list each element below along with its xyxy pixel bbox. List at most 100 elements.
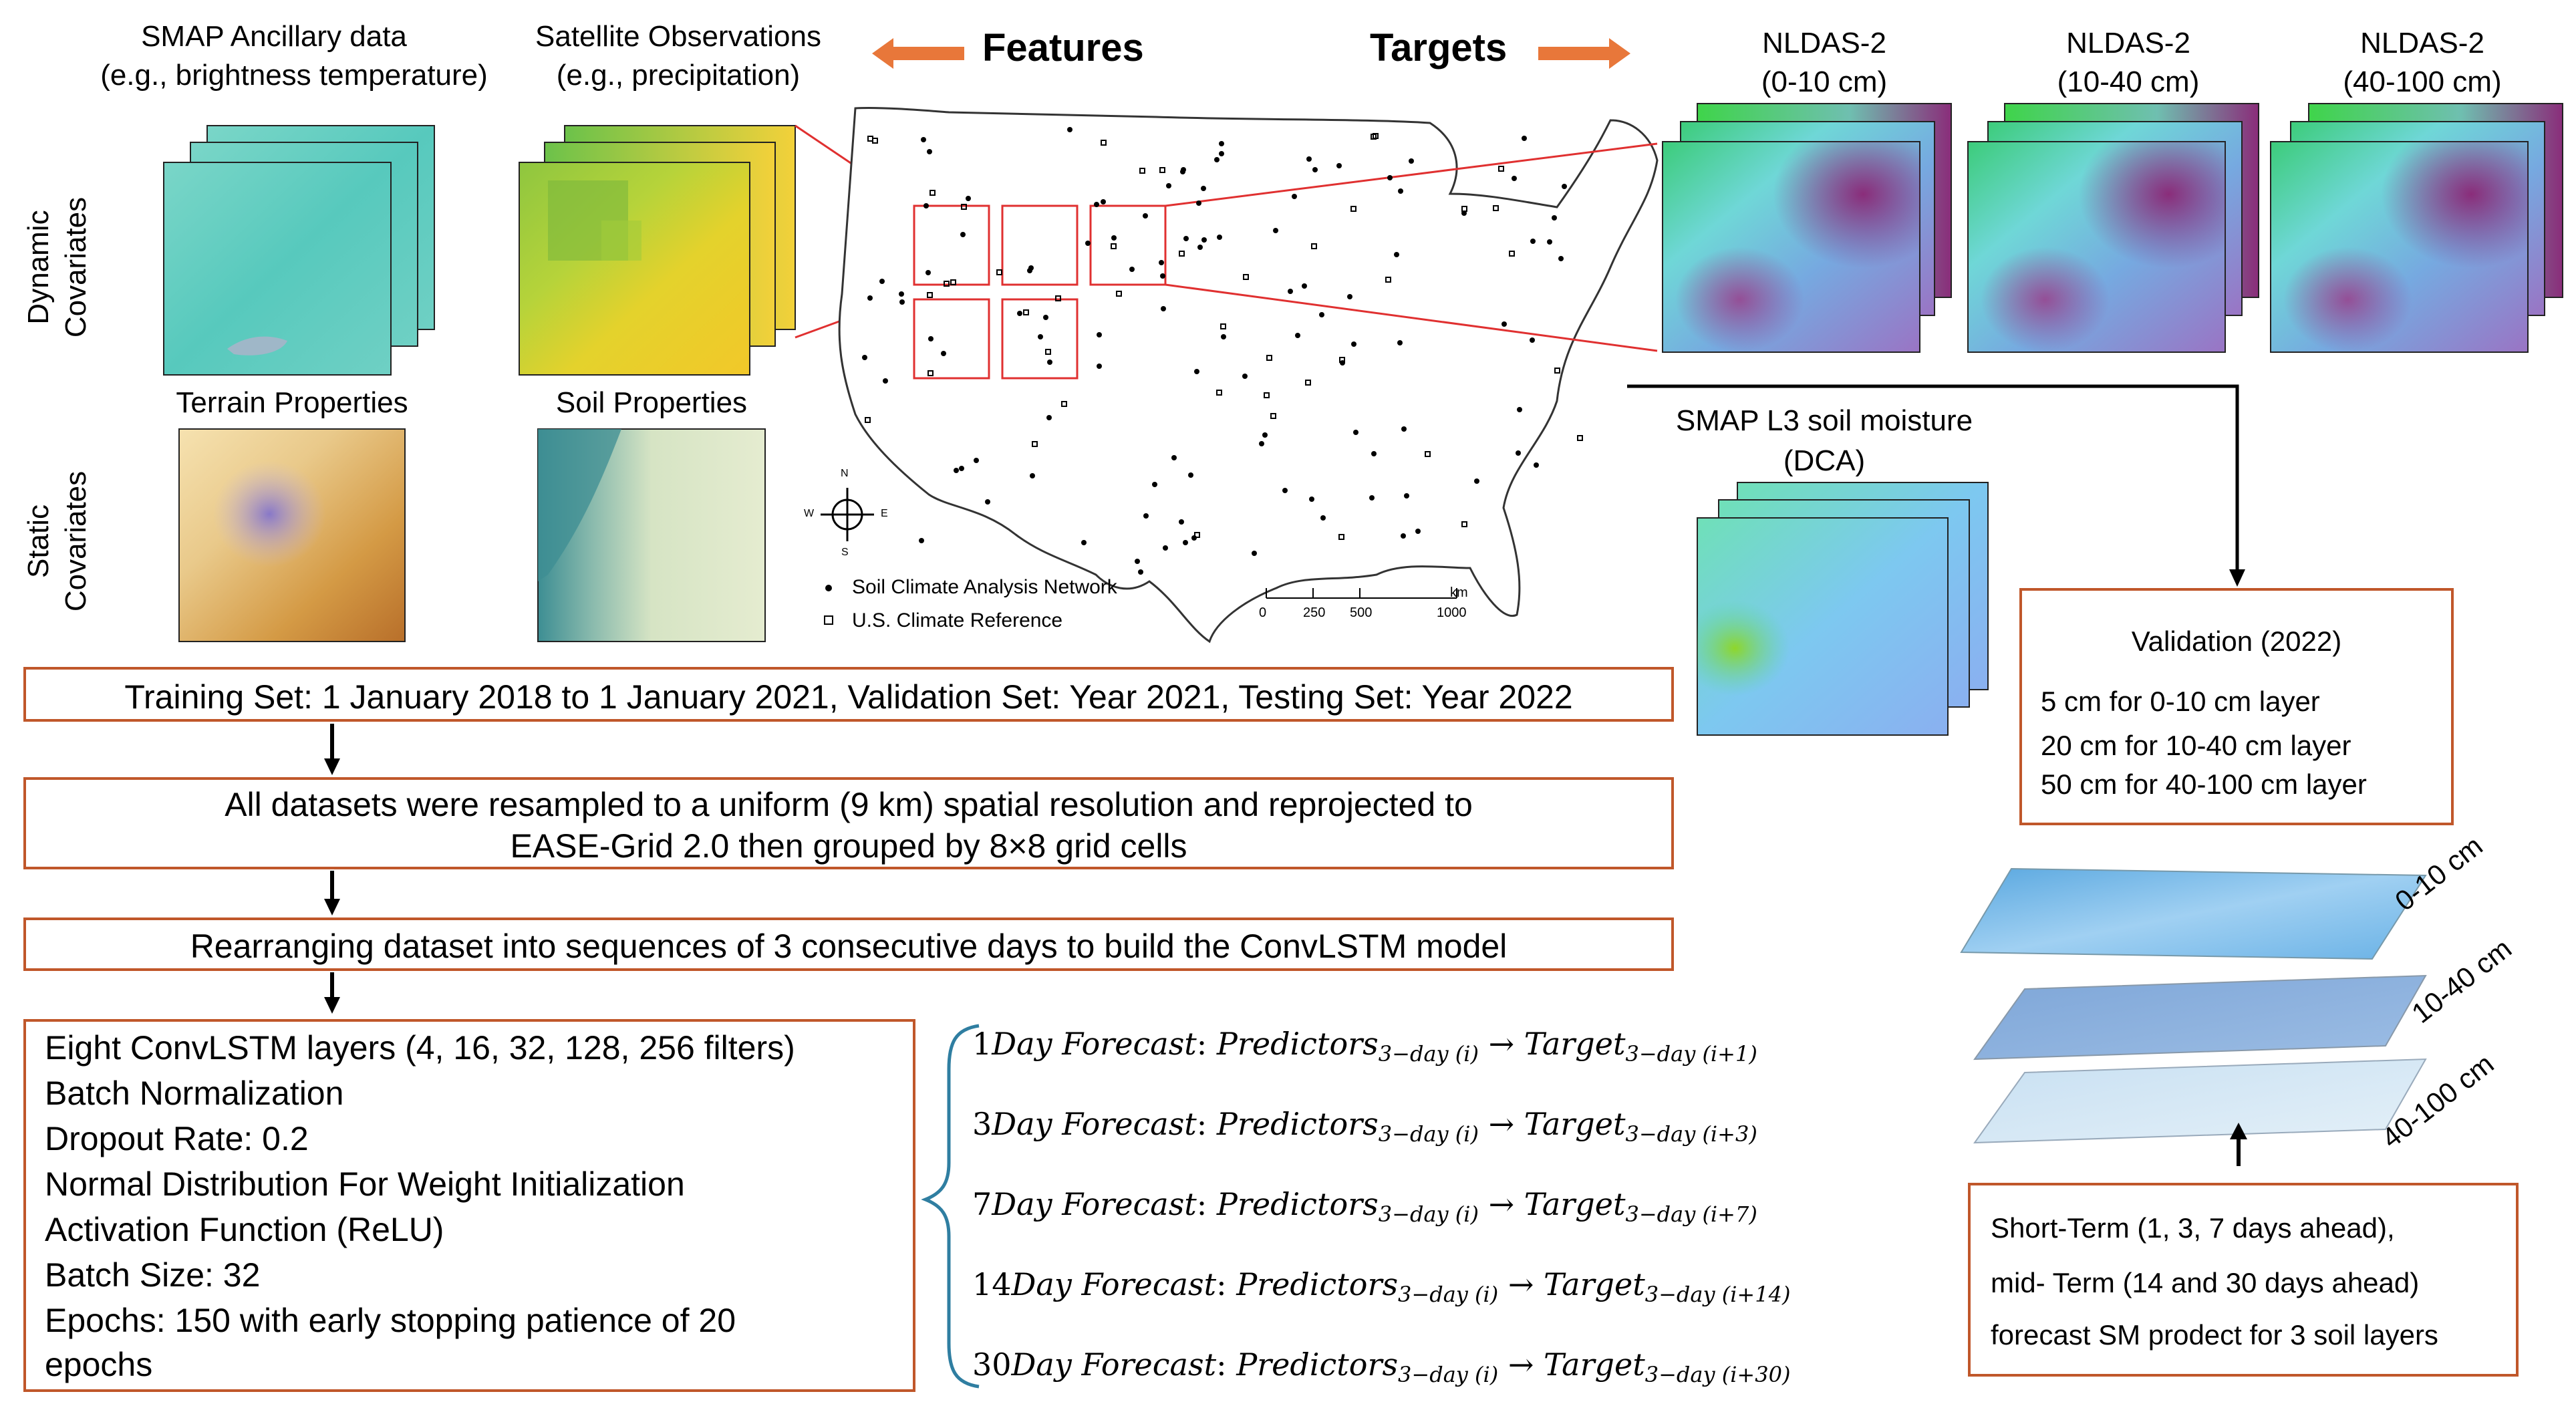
scan-station-marker	[1401, 426, 1407, 432]
satellite-obs-stack	[519, 125, 796, 376]
static-covariates-label: Static Covariates	[22, 470, 92, 612]
scan-station-marker	[1369, 495, 1375, 501]
scan-station-marker	[1187, 472, 1193, 478]
uscrn-station-marker	[927, 370, 934, 376]
scan-station-marker	[1220, 334, 1226, 340]
scan-station-marker	[1066, 127, 1072, 133]
scan-station-marker	[1081, 540, 1087, 546]
scan-station-marker	[1096, 331, 1102, 337]
forecast-line-1: mid- Term (14 and 30 days ahead)	[1991, 1267, 2420, 1298]
forecast-line-0: Short-Term (1, 3, 7 days ahead),	[1991, 1212, 2395, 1244]
scan-station-marker	[1339, 360, 1345, 366]
scan-station-marker	[1171, 454, 1177, 460]
scan-station-marker	[899, 291, 905, 297]
satellite-obs-title: Satellite Observations	[535, 20, 821, 53]
model-line-3: Normal Distribution For Weight Initializ…	[45, 1165, 685, 1203]
compass-e: E	[881, 508, 888, 519]
nldas-stack-0	[1662, 103, 1952, 353]
scan-station-marker	[984, 499, 990, 505]
rearrange-step-text: Rearranging dataset into sequences of 3 …	[190, 928, 1508, 965]
scan-station-marker	[960, 231, 966, 237]
scan-station-marker	[1183, 235, 1189, 241]
scan-station-marker	[1562, 183, 1568, 189]
uscrn-station-marker	[872, 138, 879, 144]
uscrn-station-marker	[1425, 451, 1431, 458]
scan-station-marker	[1151, 482, 1157, 488]
scan-station-marker	[1552, 215, 1558, 221]
uscrn-station-marker	[1311, 243, 1318, 249]
scan-station-marker	[1197, 244, 1203, 250]
compass-w: W	[804, 508, 815, 519]
us-map	[821, 107, 1659, 644]
scan-station-marker	[1100, 198, 1106, 204]
scan-station-marker	[1308, 497, 1314, 503]
scan-station-marker	[899, 299, 905, 305]
uscrn-station-marker	[1194, 531, 1201, 538]
scan-station-marker	[1161, 306, 1167, 312]
scan-station-marker	[958, 465, 964, 471]
scan-station-marker	[1201, 237, 1207, 243]
scan-station-marker	[1097, 363, 1103, 369]
scan-station-marker	[1387, 175, 1393, 181]
scan-station-marker	[1017, 311, 1023, 317]
forecast-eq-2: 7Day Forecast: Predictors3−day (i) → Tar…	[972, 1186, 1757, 1228]
dynamic-covariates-label: Dynamic Covariates	[22, 196, 92, 338]
scan-station-marker	[879, 278, 885, 284]
model-line-5: Batch Size: 32	[45, 1256, 261, 1294]
resample-step-text-1: All datasets were resampled to a uniform…	[225, 786, 1473, 823]
scan-station-marker	[867, 295, 873, 301]
uscrn-station-marker	[929, 189, 936, 196]
scale-tick-1: 250	[1303, 605, 1326, 620]
target-2-name: NLDAS-2	[2360, 27, 2484, 59]
validation-line-2: 50 cm for 40-100 cm layer	[2041, 768, 2367, 800]
uscrn-station-marker	[950, 279, 956, 285]
scan-station-marker	[1195, 200, 1201, 206]
scan-station-marker	[1336, 162, 1342, 168]
uscrn-station-marker	[1055, 295, 1062, 301]
scan-station-marker	[1178, 519, 1184, 525]
soil-title: Soil Properties	[555, 386, 748, 419]
model-line-7: epochs	[45, 1346, 153, 1383]
scan-station-marker	[1214, 156, 1220, 162]
uscrn-station-marker	[996, 269, 1003, 275]
target-0-depth: (0-10 cm)	[1761, 65, 1888, 98]
scan-station-marker	[1288, 288, 1294, 294]
scale-tick-3: 1000	[1437, 605, 1467, 620]
targets-label: Targets	[1370, 26, 1508, 69]
compass-n: N	[841, 468, 849, 479]
scan-station-marker	[1521, 136, 1527, 142]
scan-station-marker	[1219, 140, 1225, 146]
scan-station-marker	[1512, 176, 1518, 182]
scan-station-marker	[1301, 283, 1307, 289]
scan-station-marker	[1191, 535, 1197, 541]
scan-station-marker	[1397, 340, 1403, 346]
scan-station-marker	[1166, 183, 1172, 189]
terrain-raster	[178, 428, 406, 642]
soil-raster	[537, 428, 766, 642]
scan-station-marker	[1182, 539, 1188, 545]
scan-station-marker	[954, 467, 960, 473]
uscrn-station-marker	[1338, 356, 1345, 363]
scan-station-marker	[1093, 201, 1099, 207]
step-down-arrows	[324, 724, 340, 1014]
uscrn-station-marker	[1266, 355, 1273, 362]
scan-station-marker	[973, 457, 979, 463]
scan-station-marker	[1292, 194, 1298, 200]
scan-station-marker	[1517, 407, 1523, 413]
scan-station-marker	[1159, 273, 1165, 279]
forecast-line-2: forecast SM prodect for 3 soil layers	[1991, 1319, 2438, 1351]
forecast-summary-box: Short-Term (1, 3, 7 days ahead), mid- Te…	[1968, 1183, 2519, 1377]
smap-ancillary-title: SMAP Ancillary data	[141, 20, 407, 53]
uscrn-station-marker	[1220, 323, 1227, 329]
targets-right-arrow-icon	[1538, 38, 1630, 69]
scan-station-marker	[1046, 414, 1052, 420]
uscrn-station-marker	[1350, 206, 1357, 212]
forecast-eq-3: 14Day Forecast: Predictors3−day (i) → Ta…	[972, 1266, 1791, 1308]
target-connector-lines	[1165, 142, 1658, 352]
uscrn-station-marker	[1101, 140, 1107, 146]
rearrange-step-box: Rearranging dataset into sequences of 3 …	[23, 917, 1674, 971]
scan-station-marker	[940, 350, 946, 356]
scan-station-marker	[1394, 251, 1400, 257]
scan-station-marker	[1252, 551, 1258, 557]
scan-station-marker	[1408, 158, 1414, 164]
